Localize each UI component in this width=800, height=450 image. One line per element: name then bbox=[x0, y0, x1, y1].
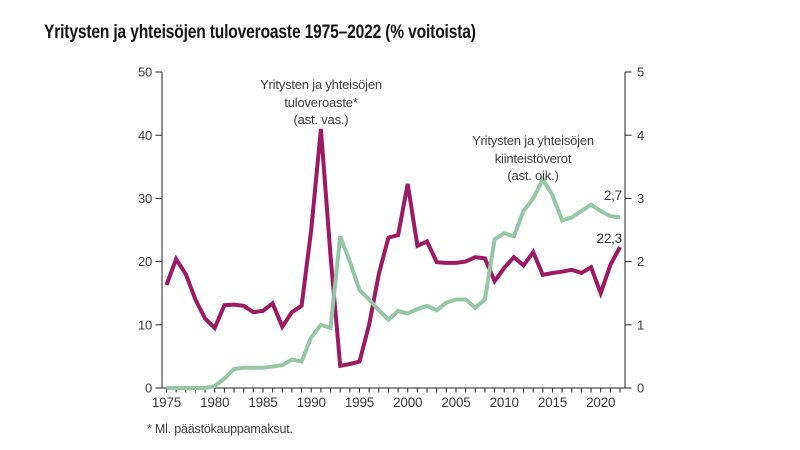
x-axis-tick-label: 1990 bbox=[297, 395, 326, 410]
annotation-property-tax-line: Yritysten ja yhteisöjen kiinteistöverot … bbox=[472, 132, 594, 185]
annotation-income-tax-line1: Yritysten ja yhteisöjen bbox=[260, 77, 382, 92]
x-axis-tick-label: 2015 bbox=[538, 395, 567, 410]
annotation-income-tax-line2: tuloveroaste* bbox=[284, 94, 358, 110]
x-axis-tick-label: 2000 bbox=[393, 395, 422, 410]
left-axis-tick-label: 50 bbox=[138, 65, 152, 80]
x-axis-tick-label: 2010 bbox=[490, 395, 519, 410]
right-axis-tick-label: 2 bbox=[637, 254, 644, 269]
end-label-income-tax: 22,3 bbox=[596, 231, 623, 246]
right-axis-tick-label: 1 bbox=[637, 317, 644, 332]
income-tax-line bbox=[164, 128, 622, 369]
right-axis-tick-label: 5 bbox=[637, 65, 644, 80]
x-axis-tick-label: 2020 bbox=[586, 395, 615, 410]
property-tax-line bbox=[166, 175, 621, 390]
x-axis-tick-label: 1980 bbox=[200, 395, 229, 410]
annotation-income-tax-line: Yritysten ja yhteisöjen tuloveroaste* (a… bbox=[260, 76, 382, 129]
chart-title: Yritysten ja yhteisöjen tuloveroaste 197… bbox=[44, 22, 476, 43]
left-axis-tick-label: 40 bbox=[138, 128, 152, 143]
left-axis-tick-label: 0 bbox=[145, 381, 152, 396]
right-axis-tick-label: 0 bbox=[637, 381, 644, 396]
right-axis-tick-label: 3 bbox=[637, 191, 644, 206]
annotation-property-tax-line3: (ast. oik.) bbox=[507, 168, 559, 183]
left-axis-tick-label: 30 bbox=[138, 191, 152, 206]
x-axis-tick-label: 1995 bbox=[345, 395, 374, 410]
left-axis-tick-label: 20 bbox=[138, 254, 152, 269]
annotation-property-tax-line1: Yritysten ja yhteisöjen bbox=[472, 133, 594, 148]
right-axis-tick-label: 4 bbox=[637, 128, 644, 143]
x-axis-tick-label: 1975 bbox=[152, 395, 181, 410]
annotation-income-tax-line3: (ast. vas.) bbox=[293, 112, 349, 127]
annotation-property-tax-line2: kiinteistöverot bbox=[494, 150, 572, 166]
end-label-property-tax: 2,7 bbox=[603, 188, 622, 203]
left-axis-tick-label: 10 bbox=[138, 317, 152, 332]
x-axis-tick-label: 1985 bbox=[248, 395, 277, 410]
x-axis-tick-label: 2005 bbox=[441, 395, 470, 410]
footnote: * Ml. päästökauppamaksut. bbox=[147, 422, 293, 436]
